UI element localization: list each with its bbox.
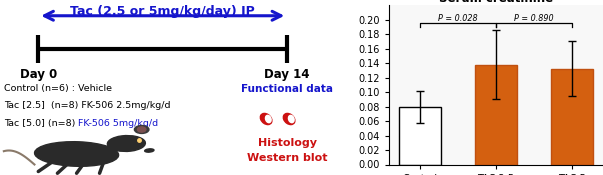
Text: Tac (2.5 or 5mg/kg/day) IP: Tac (2.5 or 5mg/kg/day) IP: [71, 5, 255, 18]
Text: Day 14: Day 14: [265, 68, 310, 81]
Bar: [551, 69, 593, 164]
Text: Control (n=6) : Vehicle: Control (n=6) : Vehicle: [4, 84, 112, 93]
Ellipse shape: [288, 115, 294, 123]
Text: Tac [5.0] (n=8): Tac [5.0] (n=8): [4, 119, 78, 128]
Ellipse shape: [34, 142, 119, 166]
Text: Day 0: Day 0: [20, 68, 57, 81]
Text: Functional data: Functional data: [241, 84, 333, 94]
Bar: [399, 107, 441, 164]
Bar: [475, 65, 517, 164]
Text: Tac [2.5]  (n=8) FK-506 2.5mg/kg/d: Tac [2.5] (n=8) FK-506 2.5mg/kg/d: [4, 102, 170, 110]
Title: Serum creatinine: Serum creatinine: [439, 0, 553, 5]
Ellipse shape: [283, 113, 295, 125]
Text: Histology: Histology: [257, 138, 317, 148]
Ellipse shape: [265, 115, 271, 123]
Text: P = 0.890: P = 0.890: [514, 14, 554, 23]
Ellipse shape: [107, 136, 145, 151]
Ellipse shape: [260, 113, 272, 125]
Ellipse shape: [145, 149, 154, 152]
Text: P = 0.028: P = 0.028: [438, 14, 478, 23]
Ellipse shape: [134, 126, 149, 133]
Ellipse shape: [137, 127, 146, 132]
Text: FK-506 5mg/kg/d: FK-506 5mg/kg/d: [78, 119, 159, 128]
Text: Western blot: Western blot: [247, 153, 327, 163]
